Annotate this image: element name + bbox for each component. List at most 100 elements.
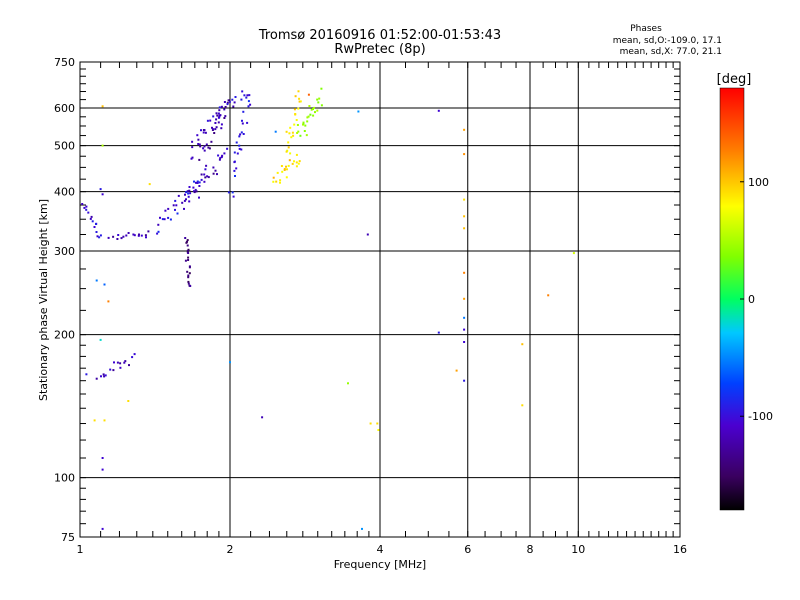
data-point [91, 220, 94, 223]
data-point [186, 239, 189, 242]
data-point [312, 108, 314, 110]
data-point [214, 122, 217, 124]
data-point [220, 127, 223, 130]
data-point [206, 175, 209, 178]
data-point [198, 196, 200, 199]
data-point [99, 338, 102, 341]
grid-lines [80, 62, 680, 537]
data-point [217, 112, 220, 115]
data-point [272, 176, 275, 179]
data-point [242, 133, 245, 135]
data-point [205, 164, 208, 167]
data-point [234, 96, 237, 98]
data-point [294, 95, 297, 98]
data-point [204, 176, 207, 179]
data-point [238, 135, 241, 138]
data-point [186, 190, 189, 193]
data-point [93, 419, 96, 422]
data-point [231, 98, 234, 101]
colorbar-tick-label: 0 [748, 293, 755, 306]
data-point [203, 180, 206, 183]
data-point [145, 236, 147, 239]
data-point [218, 106, 221, 109]
x-tick-label: 1 [77, 543, 84, 556]
data-point [196, 134, 199, 137]
data-point [216, 114, 219, 117]
data-point [187, 256, 190, 259]
data-point [183, 199, 186, 202]
data-point [293, 108, 296, 111]
data-point [198, 185, 201, 187]
data-point [305, 134, 308, 137]
data-point [242, 110, 245, 113]
data-point [191, 156, 194, 159]
data-point [316, 98, 319, 101]
data-point [169, 218, 172, 221]
data-point [234, 175, 236, 177]
data-point [103, 375, 106, 378]
data-point [238, 147, 241, 150]
data-point [177, 194, 180, 197]
y-tick-labels: 75 100 200 300 400 500 600 750 [54, 56, 75, 544]
data-point [231, 191, 234, 194]
data-point [463, 379, 466, 382]
data-point [295, 165, 298, 168]
data-point [312, 114, 315, 117]
data-point [189, 192, 192, 195]
data-point [283, 169, 286, 171]
data-point [297, 162, 300, 165]
data-point [272, 180, 275, 183]
data-point [133, 234, 136, 237]
data-point [127, 400, 130, 402]
data-point [109, 368, 112, 371]
data-point [195, 190, 198, 193]
data-point [307, 115, 310, 118]
data-point [186, 270, 189, 273]
data-point [98, 236, 101, 239]
data-point [463, 227, 466, 230]
data-point [112, 235, 115, 238]
data-point [437, 331, 440, 334]
data-point [361, 527, 363, 530]
data-point [186, 244, 189, 247]
data-point [207, 176, 210, 179]
data-point [377, 429, 380, 431]
y-tick-label: 100 [54, 472, 75, 485]
data-point [161, 218, 164, 221]
data-point [202, 131, 205, 134]
data-point [285, 176, 288, 179]
data-point [219, 157, 222, 160]
data-point [198, 143, 201, 146]
data-point [187, 276, 190, 279]
x-tick-label: 8 [527, 543, 534, 556]
data-point [187, 259, 190, 261]
x-tick-label: 10 [571, 543, 585, 556]
data-point [119, 366, 122, 369]
data-point [463, 297, 466, 300]
data-point [240, 131, 243, 134]
data-point [131, 356, 134, 359]
data-point [102, 373, 105, 376]
data-point [521, 343, 524, 346]
data-point [199, 145, 202, 148]
x-tick-label: 4 [377, 543, 384, 556]
data-point [116, 238, 119, 240]
data-point [247, 100, 250, 103]
data-point [307, 93, 310, 96]
data-point [347, 382, 349, 385]
colorbar-tick-label: -100 [748, 410, 773, 423]
data-point [133, 353, 136, 356]
data-point [188, 186, 191, 188]
data-point [320, 87, 323, 90]
data-point [246, 121, 249, 124]
stats-heading: Phases [630, 24, 662, 34]
data-point [226, 101, 229, 104]
data-point [236, 152, 239, 155]
stats-x-line: mean, sd,X: 77.0, 21.1 [620, 47, 722, 57]
data-point [292, 134, 295, 137]
data-point [303, 130, 306, 132]
colorbar-ticks: 100 0 -100 [740, 176, 773, 423]
data-point [463, 153, 466, 156]
data-point [212, 128, 215, 131]
